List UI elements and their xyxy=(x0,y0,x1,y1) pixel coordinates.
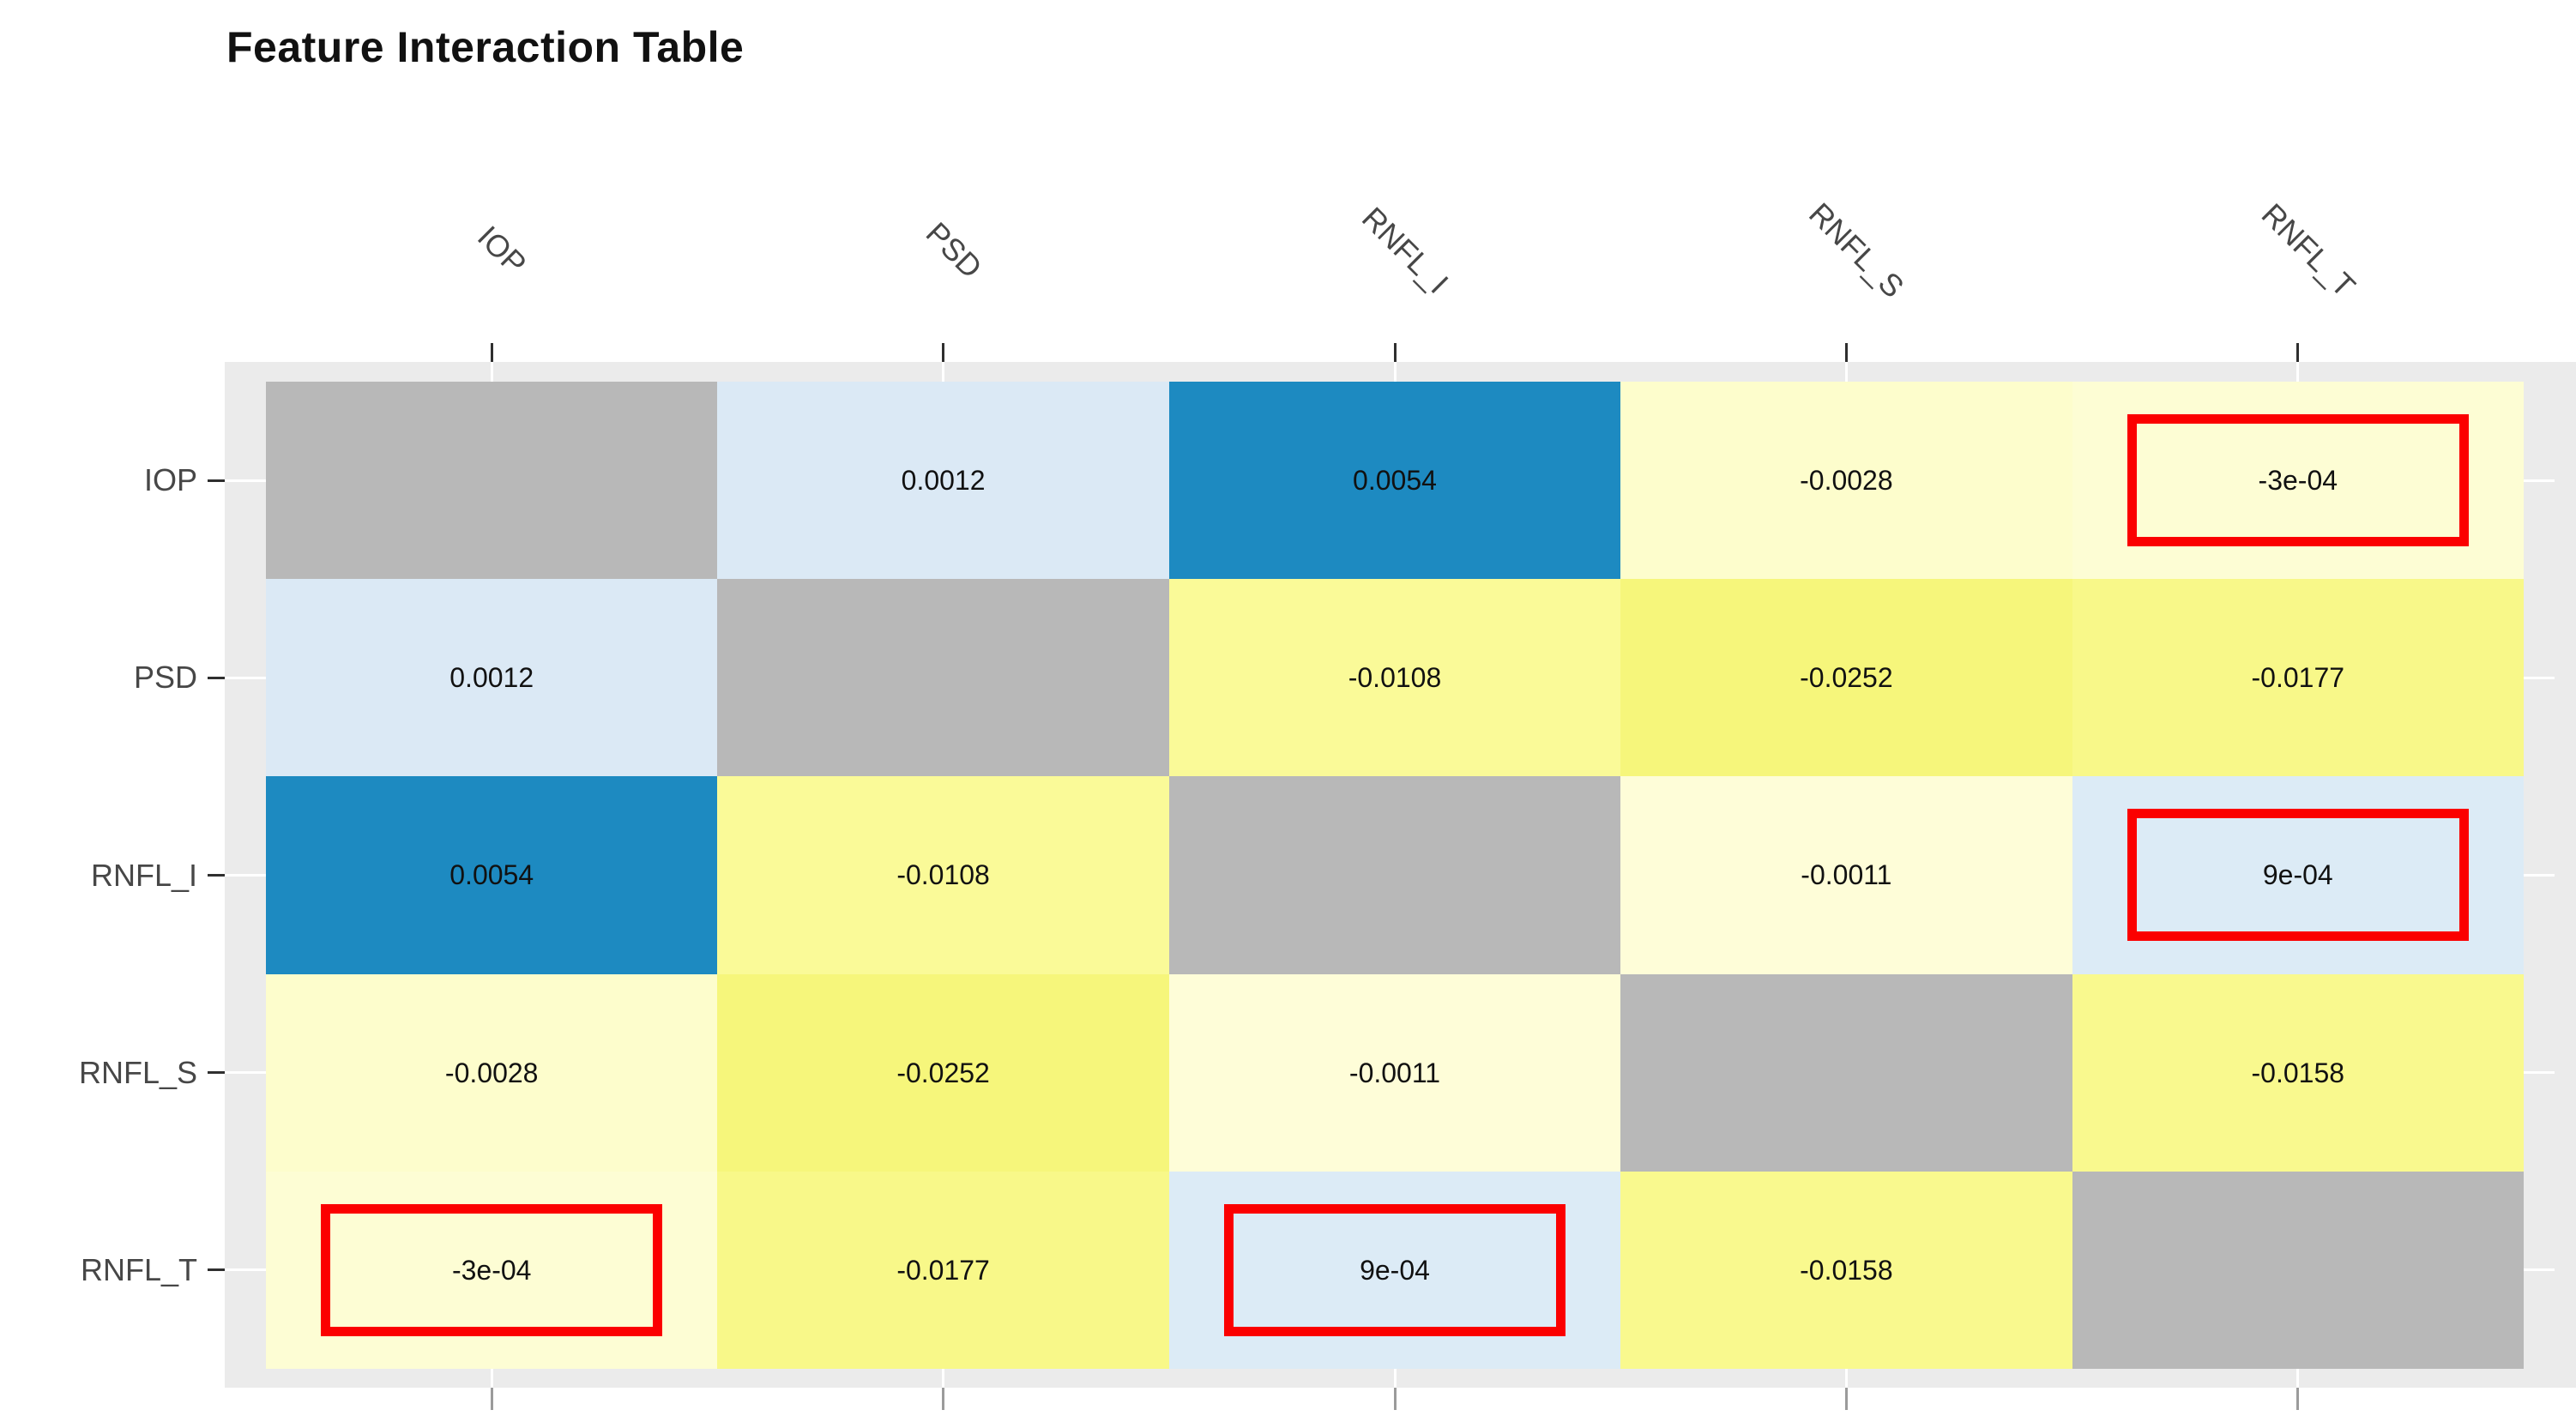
x-axis-tick-bottom xyxy=(2296,1388,2300,1410)
highlight-box xyxy=(1223,1203,1566,1336)
heatmap-cell: 0.0054 xyxy=(1168,382,1621,580)
heatmap-cell: -0.0158 xyxy=(2072,973,2524,1172)
cell-value: 9e-04 xyxy=(2262,859,2333,891)
heatmap-cell: 9e-04 xyxy=(1168,1171,1621,1369)
heatmap-cell: -0.0158 xyxy=(1620,1171,2072,1369)
column-label-rnfl_t: RNFL_T xyxy=(2254,196,2362,304)
heatmap-cell: 0.0054 xyxy=(266,776,718,974)
heatmap-cell: -0.0177 xyxy=(717,1171,1169,1369)
row-label-psd: PSD xyxy=(133,660,197,696)
column-label-iop: IOP xyxy=(471,219,534,282)
heatmap-cell-diagonal xyxy=(717,579,1169,777)
x-axis-tick-top xyxy=(2296,343,2300,362)
column-label-rnfl_i: RNFL_I xyxy=(1355,200,1456,300)
gridline-stub xyxy=(490,362,493,382)
heatmap-cell: 0.0012 xyxy=(266,579,718,777)
cell-value: -0.0158 xyxy=(2251,1057,2345,1088)
cell-value: 0.0012 xyxy=(449,662,534,694)
cell-value: -0.0158 xyxy=(1800,1254,1893,1286)
heatmap-cell: -0.0028 xyxy=(266,973,718,1172)
gridline-stub xyxy=(1393,362,1397,382)
x-axis-tick-top xyxy=(1393,343,1397,362)
x-axis-tick-bottom xyxy=(1393,1388,1397,1410)
gridline-stub xyxy=(225,479,266,482)
heatmap-cell: -0.0028 xyxy=(1620,382,2072,580)
heatmap-cell: -3e-04 xyxy=(266,1171,718,1369)
gridline-stub xyxy=(1393,1369,1397,1388)
cell-value: -0.0108 xyxy=(896,859,990,891)
cell-value: -0.0011 xyxy=(1801,859,1892,891)
gridline-stub xyxy=(2296,1369,2300,1388)
heatmap-cell: -0.0252 xyxy=(717,973,1169,1172)
x-axis-tick-bottom xyxy=(1844,1388,1848,1410)
row-label-iop: IOP xyxy=(143,462,197,498)
gridline-stub xyxy=(2524,874,2555,877)
gridline-stub xyxy=(225,676,266,679)
heatmap-cell: -0.0011 xyxy=(1620,776,2072,974)
gridline-stub xyxy=(2524,1268,2555,1272)
gridline-stub xyxy=(225,1071,266,1075)
highlight-box xyxy=(2127,414,2469,547)
y-axis-tick-left xyxy=(208,479,225,482)
x-axis-tick-top xyxy=(942,343,945,362)
heatmap-cell: -3e-04 xyxy=(2072,382,2524,580)
heatmap-cell-diagonal xyxy=(2072,1171,2524,1369)
cell-value: -0.0108 xyxy=(1348,662,1442,694)
heatmap-cell-diagonal xyxy=(1168,776,1621,974)
gridline-stub xyxy=(1844,362,1848,382)
cell-value: 0.0012 xyxy=(901,465,986,497)
cell-value: 9e-04 xyxy=(1360,1254,1430,1286)
cell-value: -0.0028 xyxy=(1800,465,1893,497)
highlight-box xyxy=(321,1203,663,1336)
cell-value: -3e-04 xyxy=(2258,465,2338,497)
gridline-stub xyxy=(2524,479,2555,482)
gridline-stub xyxy=(2296,362,2300,382)
cell-value: -3e-04 xyxy=(451,1254,532,1286)
gridline-stub xyxy=(2524,676,2555,679)
x-axis-tick-top xyxy=(490,343,493,362)
gridline-stub xyxy=(225,874,266,877)
gridline-stub xyxy=(942,362,945,382)
y-axis-tick-left xyxy=(208,874,225,877)
heatmap-cell: 9e-04 xyxy=(2072,776,2524,974)
y-axis-tick-left xyxy=(208,676,225,679)
x-axis-tick-bottom xyxy=(942,1388,945,1410)
heatmap-cell: -0.0108 xyxy=(1168,579,1621,777)
gridline-stub xyxy=(225,1268,266,1272)
heatmap-cell: 0.0012 xyxy=(717,382,1169,580)
heatmap-cell: -0.0011 xyxy=(1168,973,1621,1172)
chart-title: Feature Interaction Table xyxy=(226,23,745,71)
heatmap-cell-diagonal xyxy=(266,382,718,580)
column-label-psd: PSD xyxy=(919,214,989,286)
y-axis-tick-left xyxy=(208,1071,225,1075)
heatmap-panel: 0.0012 0.0054 -0.0028 -3e-04 0.0012 -0.0108 -0… xyxy=(225,362,2576,1388)
gridline-stub xyxy=(942,1369,945,1388)
heatmap-cell-diagonal xyxy=(1620,973,2072,1172)
cell-value: -0.0252 xyxy=(1800,662,1893,694)
heatmap-cell: -0.0108 xyxy=(717,776,1169,974)
row-label-rnfl_t: RNFL_T xyxy=(80,1251,197,1287)
y-axis-tick-left xyxy=(208,1268,225,1272)
cell-value: -0.0252 xyxy=(896,1057,990,1088)
row-label-rnfl_i: RNFL_I xyxy=(90,857,197,893)
cell-value: 0.0054 xyxy=(1353,465,1437,497)
gridline-stub xyxy=(1844,1369,1848,1388)
gridline-stub xyxy=(2524,1071,2555,1075)
heatmap-cell: -0.0252 xyxy=(1620,579,2072,777)
column-label-rnfl_s: RNFL_S xyxy=(1802,196,1912,304)
heatmap-cell: -0.0177 xyxy=(2072,579,2524,777)
x-axis-tick-top xyxy=(1844,343,1848,362)
cell-value: -0.0011 xyxy=(1348,1057,1441,1088)
x-axis-tick-bottom xyxy=(490,1388,493,1410)
gridline-stub xyxy=(490,1369,493,1388)
row-label-rnfl_s: RNFL_S xyxy=(78,1054,197,1090)
cell-value: -0.0177 xyxy=(2251,662,2345,694)
cell-value: -0.0028 xyxy=(444,1057,539,1088)
cell-value: -0.0177 xyxy=(896,1254,990,1286)
highlight-box xyxy=(2127,809,2469,942)
cell-value: 0.0054 xyxy=(449,859,534,891)
